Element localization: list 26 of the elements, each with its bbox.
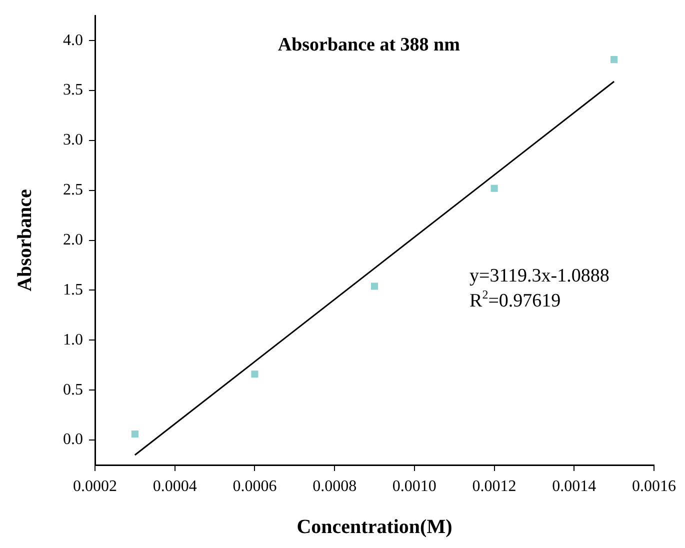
x-tick-label: 0.0006 xyxy=(232,478,277,495)
y-tick-label: 0.0 xyxy=(63,431,83,448)
y-tick-label: 2.0 xyxy=(63,232,83,249)
x-tick-label: 0.0016 xyxy=(632,478,676,495)
y-tick-label: 3.5 xyxy=(63,82,83,99)
point xyxy=(490,184,498,192)
x-tick-label: 0.0002 xyxy=(73,478,117,495)
y-tick-label: 3.0 xyxy=(63,132,83,149)
point xyxy=(610,56,618,64)
y-tick-label: 1.5 xyxy=(63,281,83,298)
y-tick-label: 4.0 xyxy=(63,32,83,49)
point xyxy=(131,430,138,438)
y-tick-label: 2.5 xyxy=(63,182,83,199)
x-tick-label: 0.0012 xyxy=(472,478,516,495)
y-tick-label: 1.0 xyxy=(63,331,83,348)
x-tick-label: 0.0008 xyxy=(312,478,357,495)
y-tick-label: 0.5 xyxy=(63,381,83,398)
x-tick-label: 0.0014 xyxy=(552,478,596,495)
y-axis-title: Absorbance xyxy=(14,189,36,292)
point xyxy=(370,282,378,290)
x-tick-label: 0.0004 xyxy=(152,478,197,495)
point xyxy=(251,370,258,378)
text: Absorbance at 388 nm xyxy=(278,34,460,56)
annotation: y=3119.3x-1.0888 xyxy=(470,266,610,287)
x-axis-title: Concentration(M) xyxy=(296,516,452,538)
x-tick-label: 0.0010 xyxy=(392,478,436,495)
